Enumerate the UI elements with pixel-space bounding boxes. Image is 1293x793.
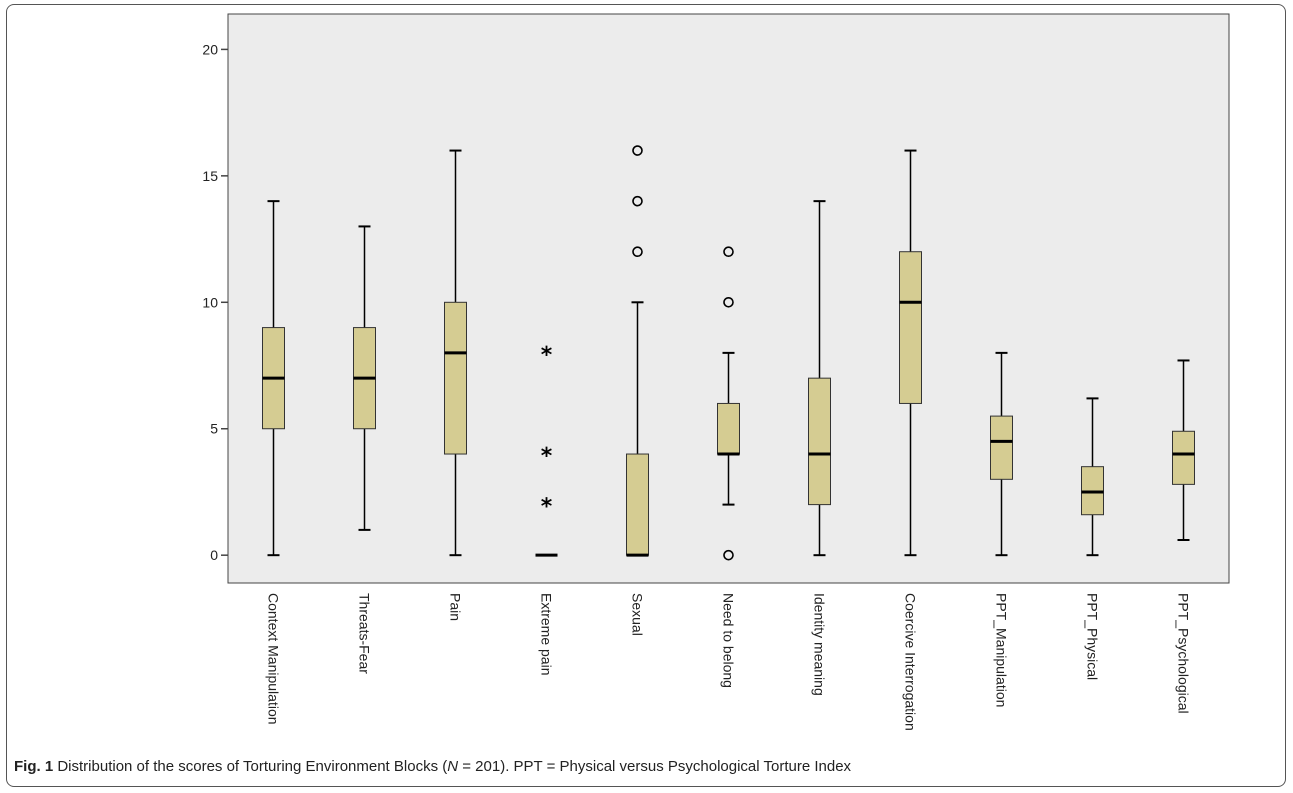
box-body — [990, 415, 1013, 480]
x-category-label: Context Manipulation — [266, 593, 282, 725]
outlier-point — [723, 296, 734, 308]
figure-caption: Fig. 1 Distribution of the scores of Tor… — [14, 758, 1279, 775]
box-body — [1172, 430, 1195, 485]
box-4 — [626, 145, 649, 557]
x-category-label: Coercive Interrogation — [903, 593, 919, 731]
box-6 — [808, 200, 831, 557]
box-body — [808, 377, 831, 506]
caption-fig-label: Fig. 1 — [14, 758, 54, 775]
x-category-label: Threats-Fear — [357, 593, 373, 674]
x-category-label: Extreme pain — [539, 593, 555, 675]
y-tick-label: 20 — [202, 41, 218, 57]
caption-text-before: Distribution of the scores of Torturing … — [57, 758, 448, 775]
x-category-label: PPT_Psychological — [1176, 593, 1192, 714]
box-3: * * * — [535, 343, 558, 557]
box-0 — [262, 200, 285, 557]
box-body — [626, 453, 649, 556]
outlier-point — [632, 195, 643, 207]
box-body — [444, 301, 467, 455]
y-tick-label: 5 — [210, 421, 218, 437]
outlier-point — [723, 246, 734, 258]
extreme-point: * — [541, 495, 553, 520]
y-tick-label: 15 — [202, 168, 218, 184]
x-category-label: Pain — [448, 593, 464, 621]
y-tick-label: 0 — [210, 547, 218, 563]
box-1 — [353, 225, 376, 531]
box-7 — [899, 149, 922, 557]
y-tick-label: 10 — [202, 294, 218, 310]
x-category-label: PPT_Manipulation — [994, 593, 1010, 707]
extreme-point: * — [541, 343, 553, 368]
caption-n-symbol: N — [447, 758, 459, 775]
box-5 — [717, 246, 740, 561]
outlier-point — [632, 246, 643, 258]
box-8 — [990, 351, 1013, 557]
x-category-label: PPT_Physical — [1085, 593, 1101, 680]
x-axis-labels: Context Manipulation Threats-Fear Pain Extr… — [266, 593, 1192, 731]
boxes-group: * * * — [262, 145, 1195, 561]
caption-text-after: = 201). PPT = Physical versus Psychologi… — [458, 758, 852, 775]
box-body — [717, 402, 740, 455]
outlier-point — [632, 145, 643, 156]
box-2 — [444, 149, 467, 557]
box-9 — [1081, 397, 1104, 557]
y-axis: 0 5 10 15 20 — [202, 41, 228, 563]
box-body — [899, 251, 922, 404]
box-10 — [1172, 359, 1195, 542]
outlier-point — [723, 549, 734, 561]
x-category-label: Need to belong — [721, 593, 737, 688]
x-category-label: Identity meaning — [812, 593, 828, 696]
extreme-point: * — [541, 444, 553, 469]
x-category-label: Sexual — [630, 593, 646, 636]
